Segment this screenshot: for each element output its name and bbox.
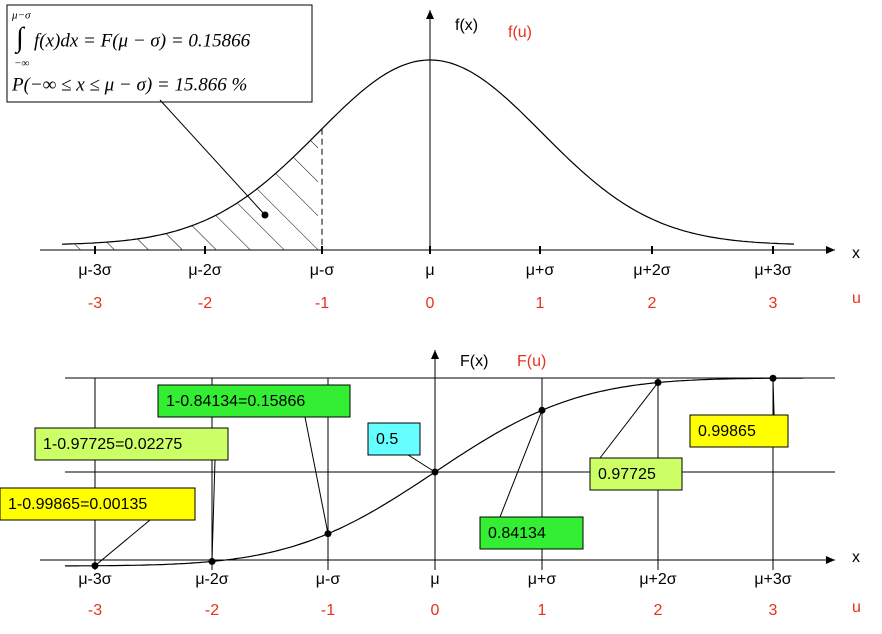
density-curve <box>61 59 795 245</box>
callout-text: 0.84134 <box>488 525 546 542</box>
leader-line <box>304 416 329 534</box>
y-label: F(x) <box>460 353 488 370</box>
x-tick-label: μ-σ <box>316 571 341 588</box>
callout-box <box>589 457 683 491</box>
u-tick-label: -1 <box>315 295 329 312</box>
u-tick-label: -2 <box>198 295 212 312</box>
x-tick-label: μ+2σ <box>633 262 670 279</box>
u-label: u <box>852 290 861 307</box>
point <box>208 557 216 565</box>
hatched-area <box>62 132 318 250</box>
x-label: x <box>852 549 860 566</box>
u-tick-label: 1 <box>536 295 545 312</box>
x-tick-label: μ+3σ <box>754 262 791 279</box>
point <box>431 468 439 476</box>
point <box>538 406 546 414</box>
x-tick-label: μ+σ <box>526 262 555 279</box>
x-tick-label: μ <box>425 262 434 279</box>
x-label: x <box>852 245 860 262</box>
leader-line <box>211 459 216 562</box>
x-tick-label: μ-σ <box>310 262 335 279</box>
x-tick-label: μ+2σ <box>639 571 676 588</box>
y-label-u: f(u) <box>508 24 532 41</box>
leader-line <box>499 410 543 518</box>
integral-formula: f(x)dx = F(μ − σ) = 0.15866 <box>34 30 251 51</box>
point <box>91 562 99 570</box>
x-tick-label: μ-2σ <box>188 262 221 279</box>
u-tick-label: 2 <box>654 602 663 619</box>
leader-line <box>159 99 266 216</box>
formula-box <box>6 4 313 103</box>
u-tick-label: 0 <box>426 295 435 312</box>
leader-dot <box>261 211 269 219</box>
point <box>324 530 332 538</box>
u-tick-label: 1 <box>538 602 547 619</box>
callout-text: 1-0.99865=0.00135 <box>8 496 147 513</box>
x-tick-label: μ-3σ <box>78 262 111 279</box>
callout-box <box>689 414 789 448</box>
u-tick-label: -1 <box>321 602 335 619</box>
x-tick-label: μ <box>430 571 439 588</box>
x-tick-label: μ-2σ <box>195 571 228 588</box>
leader-line <box>404 452 436 473</box>
callout-box <box>367 422 421 456</box>
callout-text: 1-0.84134=0.15866 <box>166 393 305 410</box>
point <box>654 379 662 387</box>
callout-box <box>479 516 584 550</box>
leader-line <box>94 519 151 567</box>
callout-text: 0.97725 <box>598 466 656 483</box>
u-label: u <box>852 599 861 616</box>
probability-formula: P(−∞ ≤ x ≤ μ − σ) = 15.866 % <box>11 74 247 95</box>
callout-box <box>0 487 196 521</box>
y-label: f(x) <box>455 17 478 34</box>
u-tick-label: 3 <box>769 602 778 619</box>
callout-text: 0.5 <box>376 431 398 448</box>
y-label-u: F(u) <box>517 353 546 370</box>
callout-box <box>34 427 229 461</box>
x-tick-label: μ-3σ <box>78 571 111 588</box>
lower-limit: −∞ <box>14 58 29 70</box>
callout-text: 1-0.97725=0.02275 <box>43 436 182 453</box>
u-tick-label: 0 <box>431 602 440 619</box>
leader-line <box>599 382 659 459</box>
x-tick-label: μ+σ <box>528 571 557 588</box>
u-tick-label: -2 <box>205 602 219 619</box>
callout-box <box>157 384 351 418</box>
u-tick-label: -3 <box>88 602 102 619</box>
point <box>769 374 777 382</box>
u-tick-label: -3 <box>88 295 102 312</box>
u-tick-label: 3 <box>769 295 778 312</box>
x-tick-label: μ+3σ <box>754 571 791 588</box>
integral-sign: ∫ <box>14 22 26 54</box>
u-tick-label: 2 <box>648 295 657 312</box>
upper-limit: μ−σ <box>11 10 31 22</box>
callout-text: 0.99865 <box>698 423 756 440</box>
